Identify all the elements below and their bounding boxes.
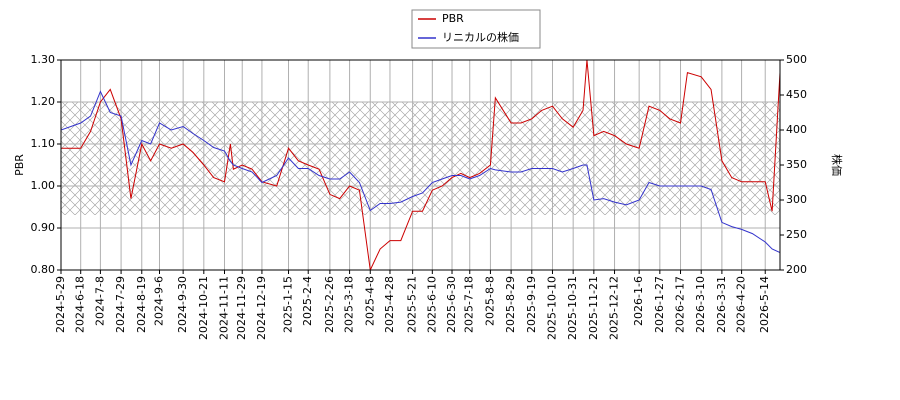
x-tick-label: 2025-9-19 bbox=[525, 276, 538, 333]
y-tick-label: 1.20 bbox=[31, 95, 56, 108]
y-tick-label: 1.30 bbox=[31, 53, 56, 66]
y-tick-label: 1.10 bbox=[31, 137, 56, 150]
x-tick-label: 2026-4-20 bbox=[735, 276, 748, 333]
x-tick-label: 2025-3-18 bbox=[343, 276, 356, 333]
x-tick-label: 2024-11-29 bbox=[235, 276, 248, 340]
y2-tick-label: 200 bbox=[786, 263, 807, 276]
x-tick-label: 2025-11-21 bbox=[587, 276, 600, 340]
y2-tick-label: 500 bbox=[786, 53, 807, 66]
y2-axis-label: 株価 bbox=[830, 154, 844, 176]
x-tick-label: 2024-6-18 bbox=[74, 276, 87, 333]
x-tick-label: 2026-1-27 bbox=[653, 276, 666, 333]
x-tick-label: 2025-1-15 bbox=[282, 276, 295, 333]
legend-label: PBR bbox=[442, 12, 464, 25]
x-tick-label: 2024-9-6 bbox=[152, 276, 165, 326]
x-tick-label: 2026-2-17 bbox=[674, 276, 687, 333]
x-tick-label: 2025-2-26 bbox=[323, 276, 336, 333]
legend-box bbox=[411, 9, 541, 49]
y2-tick-label: 400 bbox=[786, 123, 807, 136]
y-tick-label: 1.00 bbox=[31, 179, 56, 192]
x-tick-label: 2026-1-6 bbox=[632, 276, 645, 326]
x-tick-label: 2024-8-19 bbox=[135, 276, 148, 333]
x-tick-label: 2025-10-31 bbox=[566, 276, 579, 340]
x-tick-label: 2024-7-29 bbox=[114, 276, 127, 333]
x-tick-label: 2025-5-21 bbox=[406, 276, 419, 333]
x-tick-label: 2025-8-29 bbox=[504, 276, 517, 333]
x-tick-label: 2024-9-30 bbox=[176, 276, 189, 333]
series-line bbox=[61, 90, 780, 253]
x-tick-label: 2026-5-14 bbox=[758, 276, 771, 333]
x-tick-label: 2025-6-30 bbox=[445, 276, 458, 333]
y2-tick-label: 450 bbox=[786, 88, 807, 101]
y-tick-label: 0.90 bbox=[31, 221, 56, 234]
x-tick-label: 2025-7-18 bbox=[463, 276, 476, 333]
x-tick-label: 2025-10-10 bbox=[545, 276, 558, 340]
y2-tick-label: 300 bbox=[786, 193, 807, 206]
x-tick-label: 2024-11-11 bbox=[217, 276, 230, 340]
x-tick-label: 2025-8-8 bbox=[483, 276, 496, 326]
x-tick-label: 2025-12-12 bbox=[608, 276, 621, 340]
x-tick-label: 2024-12-19 bbox=[255, 276, 268, 340]
y2-tick-label: 350 bbox=[786, 158, 807, 171]
x-tick-label: 2025-4-28 bbox=[383, 276, 396, 333]
y-axis-label: PBR bbox=[13, 154, 26, 176]
legend: PBR リニカルの株価 bbox=[411, 9, 541, 49]
x-tick-label: 2024-7-8 bbox=[93, 276, 106, 326]
x-tick-label: 2024-10-21 bbox=[197, 276, 210, 340]
x-tick-label: 2025-2-4 bbox=[301, 276, 314, 326]
x-tick-label: 2026-3-10 bbox=[694, 276, 707, 333]
series-line bbox=[61, 60, 780, 270]
y2-tick-label: 250 bbox=[786, 228, 807, 241]
x-tick-label: 2025-4-8 bbox=[363, 276, 376, 326]
legend-label: リニカルの株価 bbox=[442, 30, 519, 44]
x-tick-label: 2026-3-31 bbox=[715, 276, 728, 333]
x-tick-label: 2024-5-29 bbox=[54, 276, 67, 333]
y-tick-label: 0.80 bbox=[31, 263, 56, 276]
x-tick-label: 2025-6-10 bbox=[425, 276, 438, 333]
shaded-band bbox=[61, 102, 780, 215]
